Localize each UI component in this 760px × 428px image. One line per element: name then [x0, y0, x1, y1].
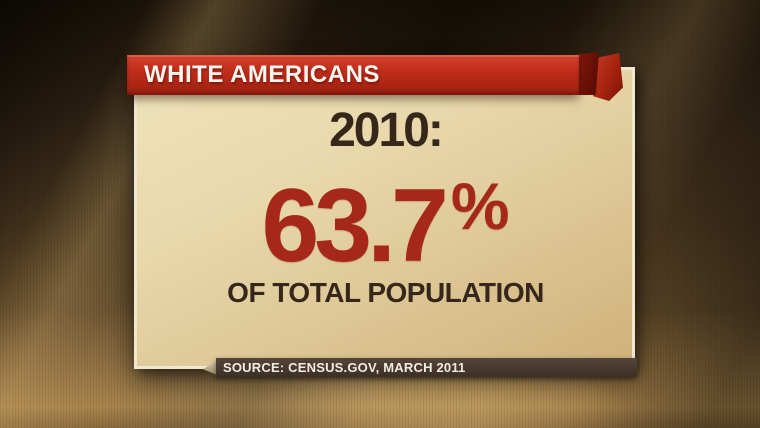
banner-title: WHITE AMERICANS [144, 61, 380, 88]
stat-card [134, 67, 635, 369]
stat-value: 63.7 [261, 168, 448, 284]
year-label: 2010: [329, 104, 444, 157]
source-text: SOURCE: CENSUS.GOV, MARCH 2011 [223, 360, 466, 375]
header-banner: WHITE AMERICANS [127, 55, 579, 95]
source-bar: SOURCE: CENSUS.GOV, MARCH 2011 [216, 358, 637, 377]
stat-unit-percent: % [450, 169, 510, 243]
stat-caption: OF TOTAL POPULATION [227, 277, 544, 308]
stat-value-line: 63.7% [134, 169, 637, 278]
ribbon-fold-shadow [576, 52, 599, 95]
